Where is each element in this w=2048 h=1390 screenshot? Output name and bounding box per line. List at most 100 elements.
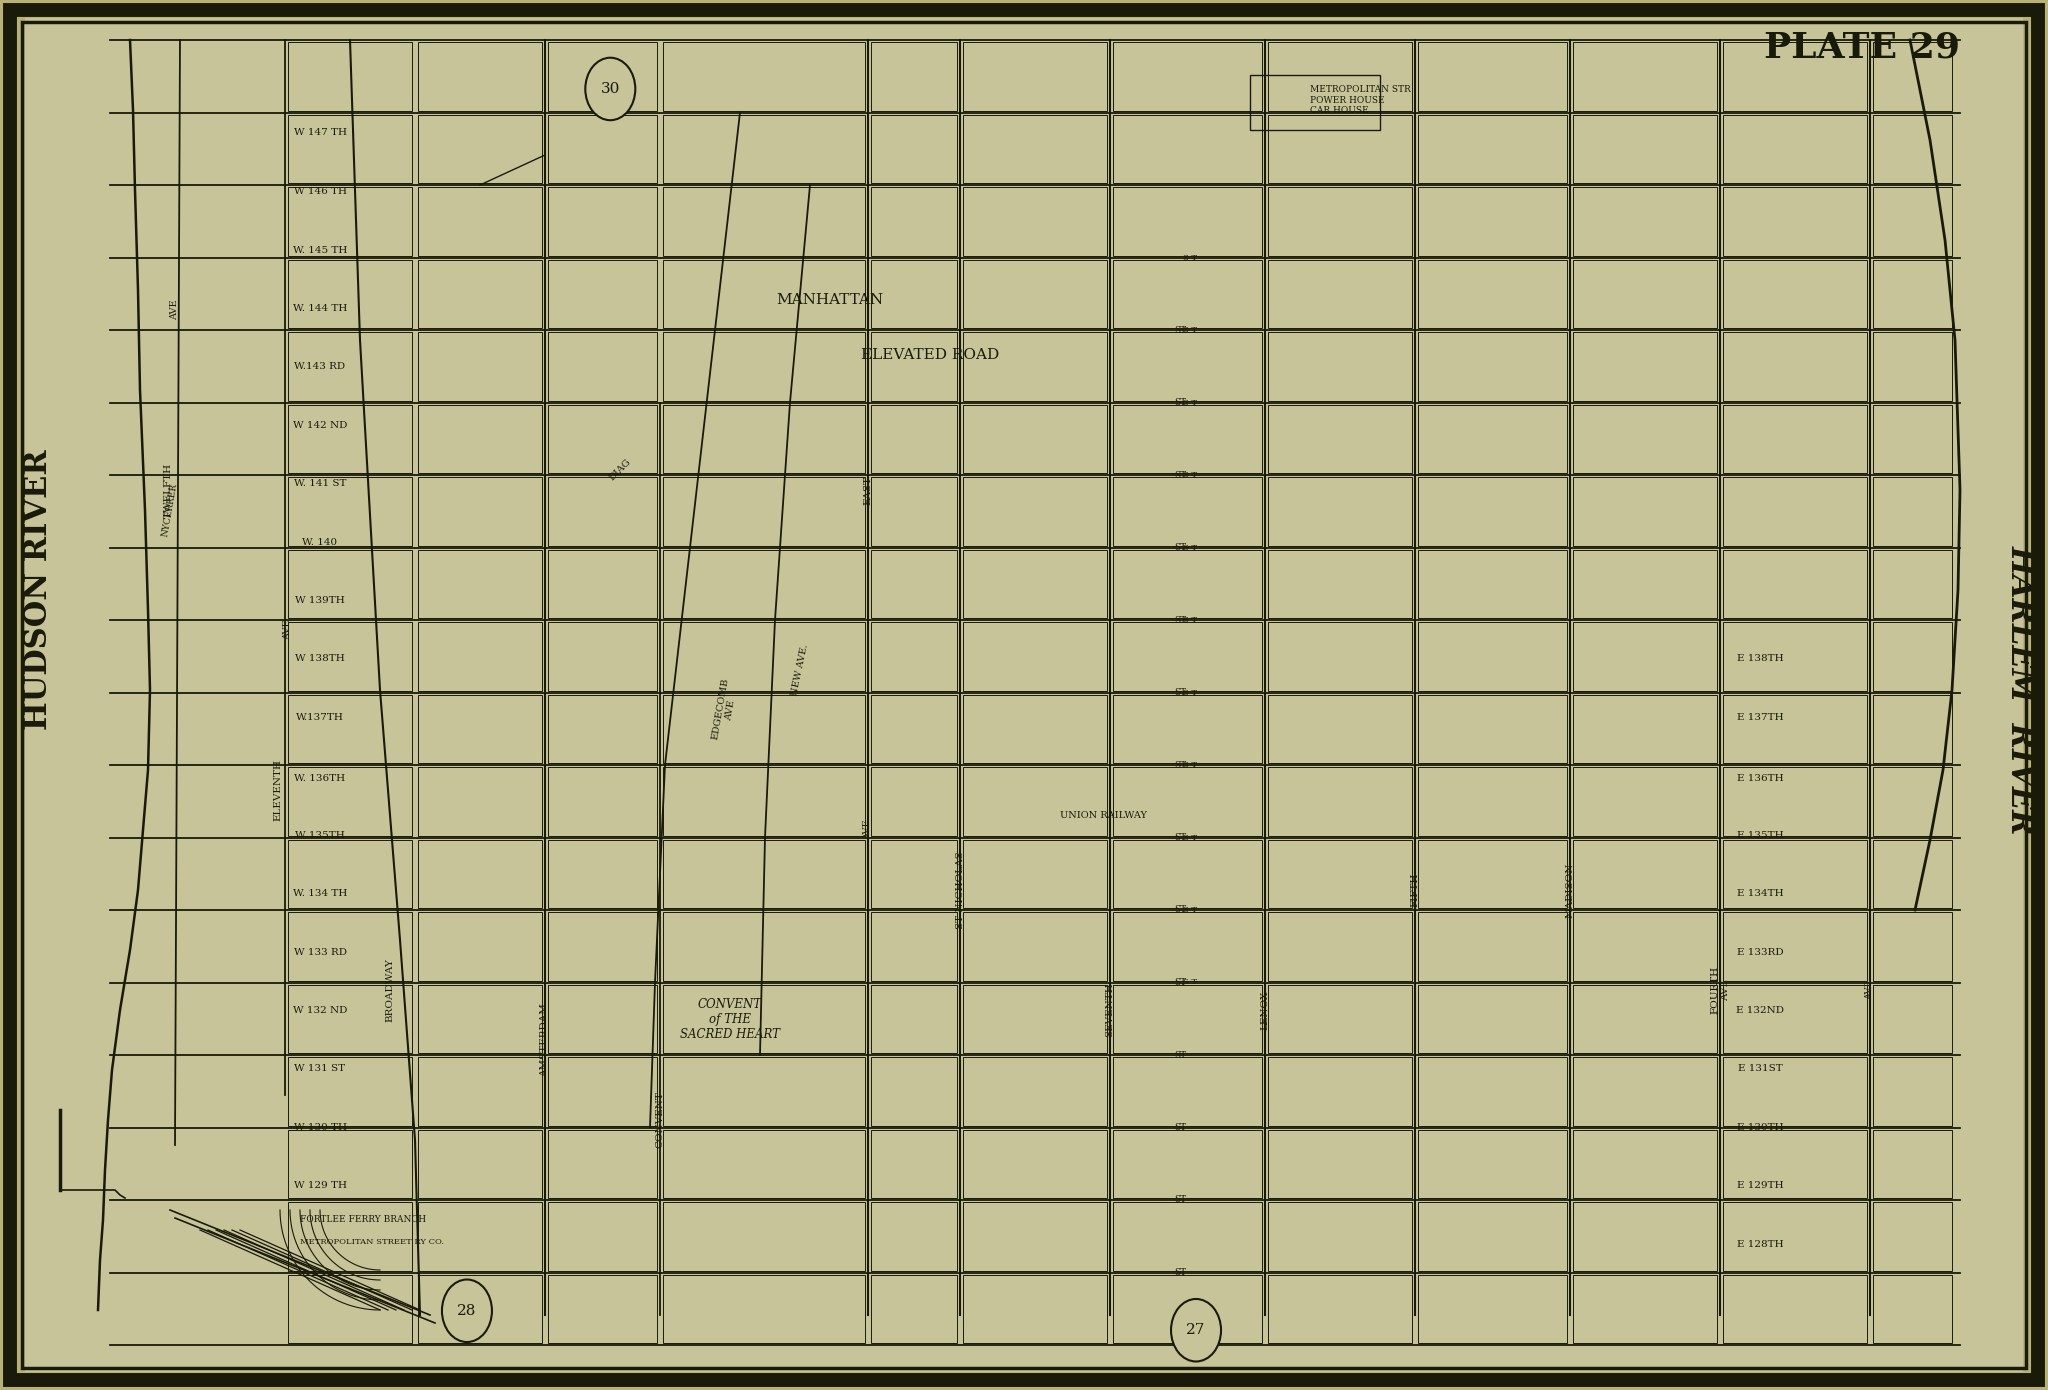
Bar [1268,549,1411,619]
Text: FOURTH
AVE: FOURTH AVE [1710,966,1731,1015]
Bar [963,549,1108,619]
Bar [1874,332,1952,400]
Bar [1112,621,1262,691]
Text: E 134TH: E 134TH [1737,890,1784,898]
Bar [870,549,956,619]
Bar [1417,1130,1567,1198]
Text: EDGECOMB
AVE: EDGECOMB AVE [711,677,739,742]
Bar [963,1202,1108,1270]
Text: S T: S T [1184,906,1198,915]
Bar [1874,549,1952,619]
Bar [289,1202,412,1270]
Bar [870,1202,956,1270]
Bar [1573,1056,1716,1126]
Bar [1268,1202,1411,1270]
Bar [1722,404,1868,473]
Bar [1573,912,1716,980]
Bar [418,332,543,400]
Bar [1112,1275,1262,1343]
Bar [963,695,1108,763]
Text: ST: ST [1174,833,1186,842]
Bar [1417,1202,1567,1270]
Bar [1722,912,1868,980]
Bar [1722,332,1868,400]
Text: SEVENTH: SEVENTH [1106,983,1114,1037]
Bar [664,188,864,256]
Text: ST: ST [1174,1123,1186,1131]
Bar [1417,912,1567,980]
Bar [1573,549,1716,619]
Text: BROADWAY: BROADWAY [385,958,395,1022]
Text: W 138TH: W 138TH [295,655,344,663]
Text: W. 141 ST: W. 141 ST [293,480,346,488]
Bar [664,912,864,980]
Bar [1268,188,1411,256]
Text: ST: ST [1174,1340,1186,1350]
Bar [418,1275,543,1343]
Bar [418,912,543,980]
Bar [1722,695,1868,763]
Bar [870,260,956,328]
Text: S T: S T [1184,834,1198,841]
Bar [1573,260,1716,328]
Bar [1112,984,1262,1054]
Text: ST: ST [1174,979,1186,987]
Text: W. 144 TH: W. 144 TH [293,304,348,313]
Bar [1112,767,1262,835]
Bar [1573,332,1716,400]
Bar [664,42,864,110]
Bar [549,1130,657,1198]
Bar [1268,840,1411,908]
Bar [1417,404,1567,473]
Text: S T: S T [1184,760,1198,769]
Bar [418,549,543,619]
Text: W. 136TH: W. 136TH [295,774,346,783]
Bar [1874,912,1952,980]
Text: ST: ST [1174,470,1186,480]
Bar [1112,695,1262,763]
Text: E 132ND: E 132ND [1737,1006,1784,1015]
Text: S T: S T [1184,399,1198,406]
Bar [1112,188,1262,256]
Bar [1268,477,1411,545]
Bar [664,840,864,908]
Bar [1112,42,1262,110]
Text: W 142 ND: W 142 ND [293,421,348,430]
Bar [1722,1202,1868,1270]
Bar [1112,1202,1262,1270]
Bar [1268,984,1411,1054]
Bar [963,984,1108,1054]
Text: 27: 27 [1186,1323,1206,1337]
Text: S T: S T [1184,616,1198,624]
Bar [1417,840,1567,908]
Bar [1268,912,1411,980]
Bar [1874,984,1952,1054]
Bar [1268,404,1411,473]
Bar [1112,1130,1262,1198]
Bar [870,912,956,980]
Bar [1417,767,1567,835]
Bar [870,840,956,908]
Text: ST NICHOLAS: ST NICHOLAS [956,851,965,929]
Bar [1417,332,1567,400]
Bar [1268,114,1411,183]
Bar [289,840,412,908]
Bar [664,549,864,619]
Bar [289,767,412,835]
Bar [963,42,1108,110]
Text: ST: ST [1174,688,1186,696]
Text: W 131 ST: W 131 ST [295,1065,346,1073]
Bar [1112,840,1262,908]
Bar [1417,984,1567,1054]
Bar [1268,42,1411,110]
Bar [963,1130,1108,1198]
Bar [1268,695,1411,763]
Text: S T: S T [1184,327,1198,334]
Bar [289,1275,412,1343]
Text: ST: ST [1174,760,1186,770]
Bar [963,114,1108,183]
Bar [418,1056,543,1126]
Bar [1268,260,1411,328]
Bar [1573,840,1716,908]
Bar [1573,114,1716,183]
